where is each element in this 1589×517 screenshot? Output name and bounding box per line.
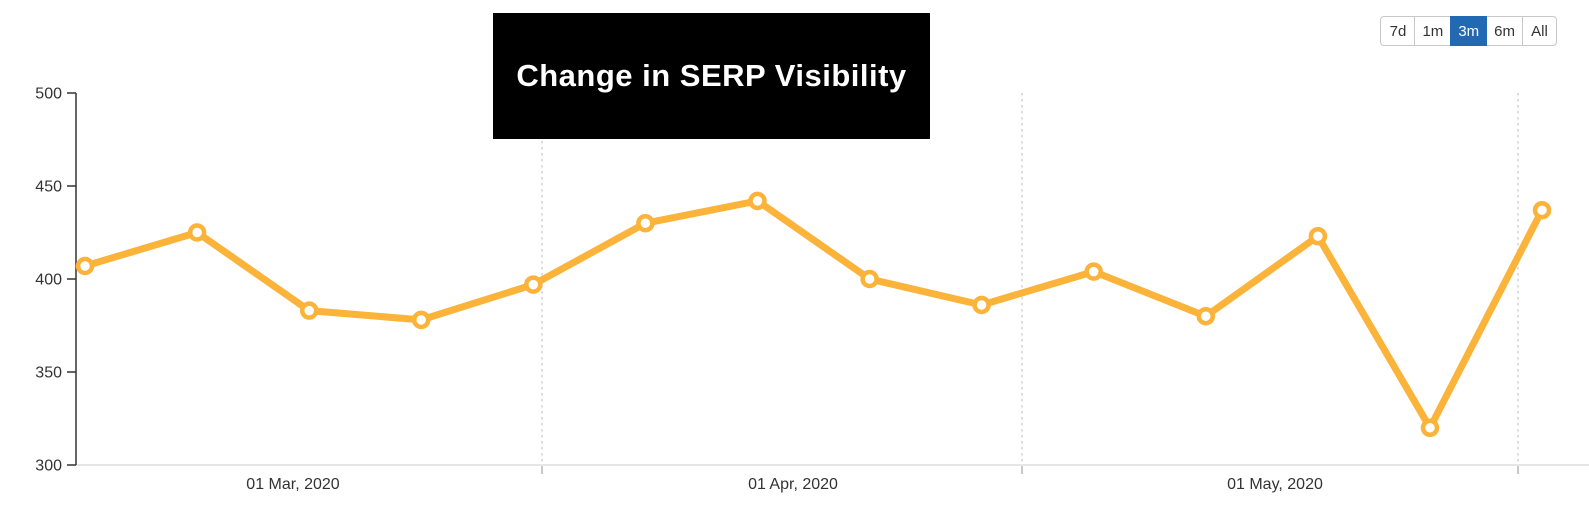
range-selector: 7d 1m 3m 6m All	[1380, 16, 1557, 46]
range-button-6m[interactable]: 6m	[1486, 16, 1523, 46]
data-point-marker[interactable]	[972, 295, 991, 315]
data-point-marker[interactable]	[1420, 418, 1440, 438]
data-point-marker[interactable]	[411, 310, 431, 330]
y-axis-label: 500	[35, 86, 62, 103]
data-point-marker[interactable]	[1308, 226, 1328, 246]
x-axis-label: 01 May, 2020	[1227, 476, 1323, 493]
data-point-marker[interactable]	[748, 191, 767, 211]
y-axis-label: 350	[35, 365, 62, 382]
data-point-marker[interactable]	[1084, 262, 1103, 281]
data-point-marker[interactable]	[524, 275, 543, 294]
x-axis-label: 01 Apr, 2020	[748, 476, 838, 493]
range-button-all[interactable]: All	[1522, 16, 1557, 46]
data-point-marker[interactable]	[860, 269, 879, 289]
data-point-marker[interactable]	[1532, 200, 1552, 220]
data-point-marker[interactable]	[1196, 306, 1216, 326]
y-axis-label: 450	[35, 179, 62, 196]
data-point-marker[interactable]	[299, 301, 319, 320]
range-button-1m[interactable]: 1m	[1414, 16, 1452, 46]
series-line	[81, 197, 1546, 432]
range-button-7d[interactable]: 7d	[1380, 16, 1416, 46]
data-point-marker[interactable]	[636, 213, 655, 233]
x-axis-label: 01 Mar, 2020	[246, 476, 340, 493]
chart-title: Change in SERP Visibility	[516, 58, 907, 93]
data-point-marker[interactable]	[187, 223, 207, 242]
data-point-marker[interactable]	[75, 256, 95, 276]
y-axis-label: 400	[35, 272, 62, 289]
range-button-3m[interactable]: 3m	[1450, 16, 1488, 46]
y-axis-label: 300	[35, 458, 62, 475]
chart-title-box: Change in SERP Visibility	[493, 13, 930, 139]
